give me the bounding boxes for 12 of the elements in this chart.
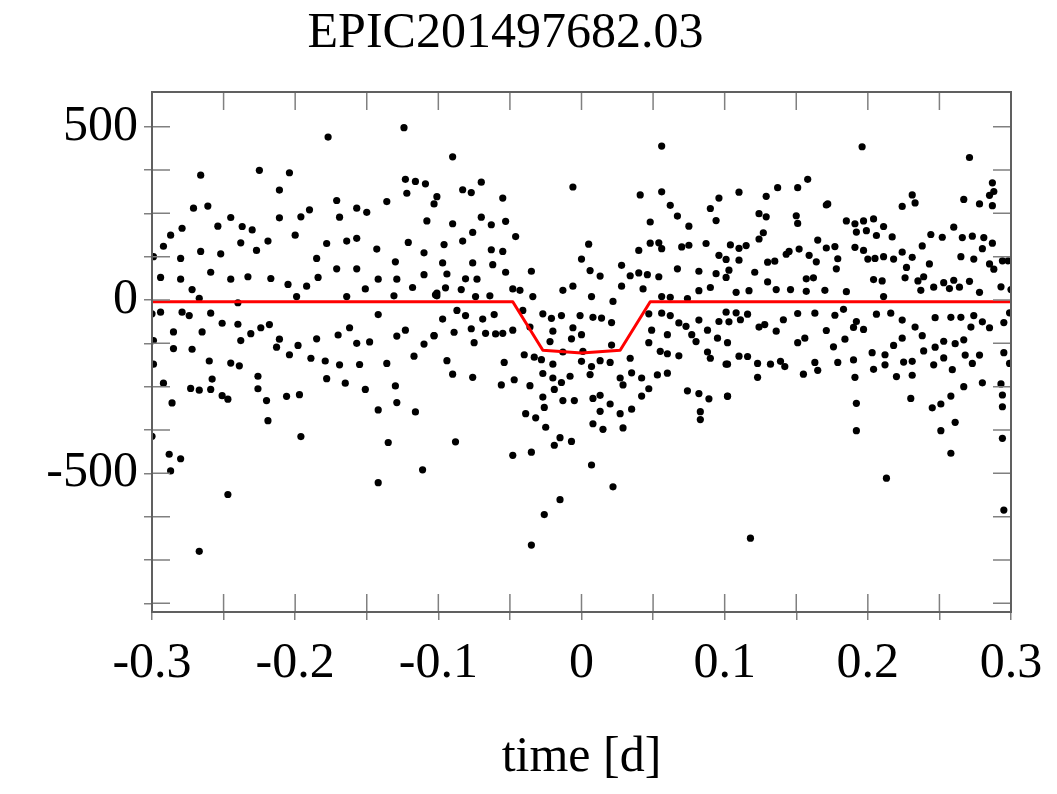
x-tick-label: -0.1 xyxy=(398,632,478,689)
x-tick-label: 0.2 xyxy=(836,632,900,689)
x-tick-label: 0 xyxy=(569,632,594,689)
x-tick-label: -0.3 xyxy=(112,632,192,689)
x-tick-label: -0.2 xyxy=(255,632,335,689)
chart-title: EPIC201497682.03 xyxy=(307,2,704,59)
x-tick-label: 0.1 xyxy=(693,632,756,689)
y-tick-label: 0 xyxy=(113,268,138,325)
y-tick-label: -500 xyxy=(46,441,138,498)
x-axis-title: time [d] xyxy=(501,726,662,783)
y-tick-label: 500 xyxy=(63,94,138,151)
x-tick-label: 0.3 xyxy=(979,632,1043,689)
